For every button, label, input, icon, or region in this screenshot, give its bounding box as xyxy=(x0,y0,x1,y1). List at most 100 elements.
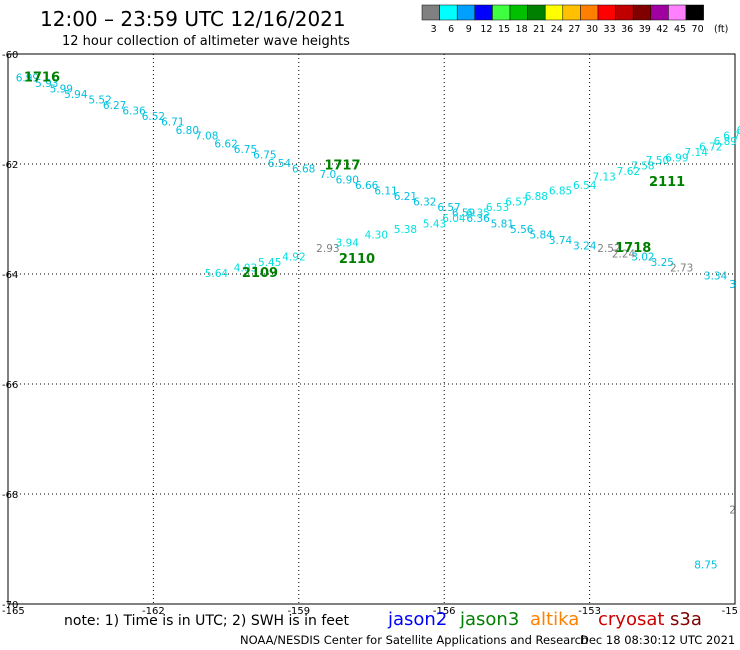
scale-swatch xyxy=(439,4,458,21)
pass-time-labels: 1716 1717 1718 2109 2110 2111 xyxy=(24,71,685,281)
wave-height-reading: 6.21 xyxy=(394,191,417,203)
longitude-label: -159 xyxy=(287,606,310,617)
wave-height-reading: 3.74 xyxy=(549,235,573,247)
wave-height-reading: 5.81 xyxy=(491,218,514,230)
wave-height-reading: 6.99 xyxy=(665,152,688,164)
wave-height-reading: 5.52 xyxy=(88,95,111,107)
scale-unit-label: (ft) xyxy=(714,24,728,35)
longitude-label: -153 xyxy=(578,606,601,617)
wave-height-reading: 6.72 xyxy=(723,130,740,142)
wave-height-reading: 4.30 xyxy=(365,229,388,241)
wave-height-reading: 6.57 xyxy=(437,202,460,214)
wave-height-reading: 6.04 xyxy=(442,213,466,225)
wave-height-reading: 3.34 xyxy=(704,271,728,283)
wave-height-reading: 5.99 xyxy=(50,84,73,96)
scale-swatch xyxy=(580,4,599,21)
wave-height-reading: 7.62 xyxy=(617,166,640,178)
scale-swatch xyxy=(597,4,616,21)
map-subtitle: 12 hour collection of altimeter wave hei… xyxy=(62,34,350,49)
longitude-label: -15 xyxy=(722,606,738,617)
wave-height-reading: 3.02 xyxy=(631,251,654,263)
wave-height-reading: 6.36 xyxy=(122,106,146,118)
wave-height-reading: 2 xyxy=(729,504,736,516)
scale-tick-label: 30 xyxy=(586,24,598,35)
wave-height-reading: 6.68 xyxy=(292,163,315,175)
scale-tick-label: 21 xyxy=(533,24,545,35)
scale-tick-label: 33 xyxy=(604,24,616,35)
footer-timestamp: Dec 18 08:30:12 UTC 2021 xyxy=(580,633,735,647)
longitude-label: -156 xyxy=(433,606,456,617)
graticule xyxy=(8,54,735,604)
scale-tick-label: 12 xyxy=(480,24,492,35)
pass-time-label: 1717 xyxy=(324,159,360,174)
scale-swatch xyxy=(685,4,704,21)
pass-time-label: 1718 xyxy=(615,241,651,256)
wave-height-reading: 3.94 xyxy=(336,238,360,250)
scale-tick-label: 27 xyxy=(568,24,580,35)
wave-height-reading: 6.75 xyxy=(253,150,276,162)
wave-height-reading: 5.84 xyxy=(529,229,553,241)
map-frame xyxy=(7,53,736,605)
scale-tick-label: 3 xyxy=(431,24,437,35)
wave-height-reading: 6.54 xyxy=(573,180,597,192)
wave-height-reading: 6.35 xyxy=(466,207,489,219)
scale-swatch xyxy=(492,4,511,21)
footer-note: note: 1) Time is in UTC; 2) SWH is in fe… xyxy=(64,613,350,629)
scale-swatch xyxy=(527,4,546,21)
scale-swatch xyxy=(615,4,634,21)
wave-height-reading: 5.43 xyxy=(423,218,446,230)
latitude-label: -66 xyxy=(2,380,18,391)
color-scale-legend: 3 6 9 12 15 18 21 24 27 30 33 36 39 42 45 70 xyxy=(421,4,704,35)
wave-height-reading: 6.75 xyxy=(234,144,257,156)
pass-time-label: 2111 xyxy=(649,175,685,190)
wave-height-reading: 6.90 xyxy=(336,174,359,186)
wave-height-reading: 6.57 xyxy=(505,196,528,208)
wave-height-reading: 7.0 xyxy=(320,169,337,181)
wave-height-reading: 5.45 xyxy=(258,257,281,269)
wave-height-reading: 7.58 xyxy=(631,161,654,173)
scale-tick-label: 42 xyxy=(656,24,668,35)
scale-swatch xyxy=(509,4,528,21)
wave-height-reading: 6.71 xyxy=(161,117,184,129)
scale-tick-label: 9 xyxy=(466,24,472,35)
scale-tick-label: 36 xyxy=(621,24,633,35)
latitude-label: -64 xyxy=(2,270,18,281)
scale-tick-label: 15 xyxy=(498,24,510,35)
latitude-label: -68 xyxy=(2,490,18,501)
footer-credit: NOAA/NESDIS Center for Satellite Applica… xyxy=(240,633,588,647)
wave-height-reading: 3 xyxy=(729,279,736,291)
scale-swatch xyxy=(668,4,687,21)
satellite-name-altika: altika xyxy=(530,609,579,630)
scale-tick-label: 18 xyxy=(516,24,528,35)
wave-height-reading: 7.14 xyxy=(685,147,709,159)
wave-height-reading: 7.08 xyxy=(195,130,218,142)
wave-height-reading: 4.03 xyxy=(234,262,257,274)
wave-height-reading: 3.24 xyxy=(573,240,597,252)
scale-tick-label: 70 xyxy=(692,24,704,35)
wave-height-reading: 6.66 xyxy=(355,180,379,192)
satellite-legend: jason2 jason3 altika cryosat s3a xyxy=(387,609,702,630)
latitude-label: -62 xyxy=(2,160,18,171)
scale-swatch xyxy=(456,4,476,21)
wave-height-reading: 6.72 xyxy=(699,141,722,153)
wave-height-reading: 6.52 xyxy=(142,111,165,123)
wave-height-reading: 6.59 xyxy=(452,207,475,219)
wave-height-reading: 6.54 xyxy=(268,158,292,170)
scale-tick-label: 39 xyxy=(639,24,651,35)
scale-swatch xyxy=(562,4,581,21)
satellite-name-jason2: jason2 xyxy=(387,609,447,630)
wave-height-reading: 5.94 xyxy=(64,89,88,101)
scale-tick-label: 6 xyxy=(448,24,454,35)
map-title: 12:00 – 23:59 UTC 12/16/2021 xyxy=(40,7,346,31)
longitude-label: -162 xyxy=(142,606,165,617)
wave-height-reading: 8.75 xyxy=(694,559,717,571)
wave-height-reading: 2.93 xyxy=(316,243,339,255)
satellite-name-cryosat: cryosat xyxy=(598,609,664,630)
wave-height-reading: 6.32 xyxy=(413,196,436,208)
latitude-label: -60 xyxy=(2,50,18,61)
wave-height-reading: 7.50 xyxy=(646,155,669,167)
wave-height-reading: 6.88 xyxy=(525,191,548,203)
scale-swatch xyxy=(544,4,564,21)
satellite-name-jason3: jason3 xyxy=(459,609,519,630)
scale-tick-label: 45 xyxy=(674,24,686,35)
